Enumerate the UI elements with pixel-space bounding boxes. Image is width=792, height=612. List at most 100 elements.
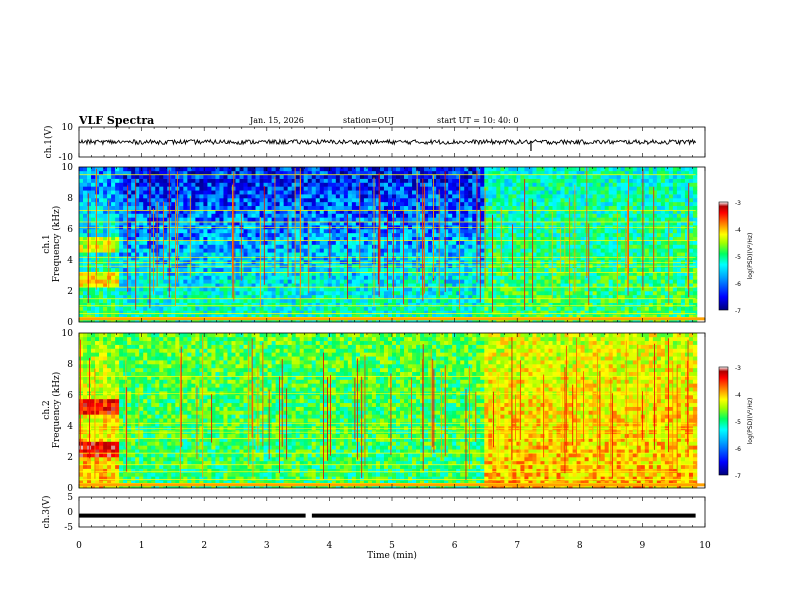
spectrogram-cell: [99, 314, 104, 319]
spectrogram-cell: [440, 186, 445, 191]
spectrogram-cell: [107, 314, 112, 319]
spectrogram-cell: [396, 209, 401, 214]
spectrogram-cell: [560, 213, 565, 218]
spectrogram-cell: [456, 209, 461, 214]
spectrogram-cell: [335, 240, 341, 245]
spectrogram-cell: [87, 194, 92, 199]
spectrogram-cell: [552, 283, 557, 288]
spectrogram-cell: [271, 240, 276, 245]
spectrogram-cell: [275, 240, 280, 245]
spectrogram-cell: [496, 198, 501, 203]
spectrogram-cell: [219, 217, 224, 222]
spectrogram-cell: [416, 240, 421, 245]
spectrogram-cell: [472, 178, 477, 183]
spectrogram-cell: [367, 252, 373, 257]
spectrogram-cell: [424, 275, 429, 280]
spectrogram-cell: [387, 248, 393, 253]
spectrogram-cell: [363, 213, 369, 218]
spectrogram-cell: [428, 213, 433, 218]
spectrogram-cell: [536, 190, 541, 195]
spectrogram-cell: [275, 314, 280, 319]
spectrogram-cell: [335, 186, 341, 191]
spectrogram-cell: [440, 283, 445, 288]
spectrogram-cell: [424, 205, 429, 210]
spectrogram-cell: [219, 244, 224, 249]
spectrogram-cell: [287, 236, 292, 241]
spectrogram-cell: [452, 209, 457, 214]
spectrogram-cell: [480, 236, 485, 241]
spectrogram-cell: [135, 287, 140, 292]
spectrogram-cell: [355, 201, 361, 207]
spectrogram-cell: [343, 291, 349, 296]
spectrogram-cell: [552, 170, 557, 176]
spectrogram-cell: [299, 213, 305, 218]
spectrogram-cell: [347, 232, 353, 238]
spectrogram-cell: [436, 190, 441, 195]
spectrogram-cell: [568, 275, 573, 280]
spectrogram-cell: [223, 310, 228, 315]
spectrogram-cell: [119, 283, 124, 288]
spectrogram-cell: [379, 267, 385, 272]
spectrogram-cell: [560, 279, 565, 284]
spectrogram-cell: [528, 252, 533, 257]
spectrogram-cell: [131, 229, 136, 234]
spectrogram-cell: [472, 279, 477, 284]
spectrogram-cell: [448, 229, 453, 234]
spectrogram-cell: [291, 291, 296, 296]
spectrogram-cell: [295, 240, 300, 245]
spectrogram-cell: [556, 213, 561, 218]
spectrogram-cell: [476, 174, 481, 179]
spectrogram-cell: [436, 240, 441, 245]
spectrogram-cell: [556, 194, 561, 199]
spectrogram-cell: [444, 310, 449, 315]
spectrogram-cell: [576, 248, 581, 253]
spectrogram-cell: [548, 190, 553, 195]
spectrogram-cell: [191, 190, 196, 195]
spectrogram-cell: [235, 279, 240, 284]
spectrogram-cell: [428, 229, 433, 234]
spectrogram-cell: [183, 240, 188, 245]
spectrogram-cell: [436, 174, 441, 179]
spectrogram-cell: [111, 170, 116, 176]
spectrogram-cell: [560, 221, 565, 226]
spectrogram-cell: [343, 306, 349, 311]
spectrogram-cell: [500, 275, 505, 280]
spectrogram-cell: [363, 190, 369, 195]
spectrogram-cell: [452, 190, 457, 195]
spectrogram-cell: [456, 178, 461, 183]
spectrogram-cell: [363, 170, 369, 176]
spectrogram-cell: [127, 294, 132, 300]
spectrogram-cell: [135, 209, 140, 214]
spectrogram-cell: [496, 194, 501, 199]
spectrogram-cell: [271, 217, 276, 222]
spectrogram-cell: [460, 217, 465, 222]
spectrogram-cell: [99, 182, 104, 187]
spectrogram-cell: [211, 283, 216, 288]
spectrogram-cell: [171, 232, 176, 238]
spectrogram-cell: [500, 267, 505, 272]
spectrogram-cell: [540, 178, 545, 183]
spectrogram-cell: [147, 205, 152, 210]
spectrogram-cell: [488, 294, 493, 300]
spectrogram-cell: [339, 178, 345, 183]
spectrogram-cell: [231, 314, 236, 319]
spectrogram-cell: [291, 229, 296, 234]
spectrogram-cell: [99, 229, 104, 234]
spectrogram-cell: [263, 232, 268, 238]
spectrogram-cell: [343, 182, 349, 187]
spectrogram-cell: [327, 186, 333, 191]
spectrogram-cell: [143, 229, 148, 234]
spectrogram-cell: [552, 221, 557, 226]
spectrogram-cell: [404, 182, 409, 187]
spectrogram-cell: [303, 221, 309, 226]
spectrogram-cell: [291, 213, 296, 218]
spectrogram-cell: [355, 287, 361, 292]
spectrogram-cell: [311, 178, 317, 183]
spectrogram-cell: [396, 244, 401, 249]
spectrogram-cell: [568, 232, 573, 238]
spectrogram-cell: [560, 229, 565, 234]
spectrogram-cell: [468, 248, 473, 253]
spectrogram-cell: [347, 267, 353, 272]
spectrogram-cell: [107, 213, 112, 218]
spectrogram-cell: [235, 167, 240, 172]
